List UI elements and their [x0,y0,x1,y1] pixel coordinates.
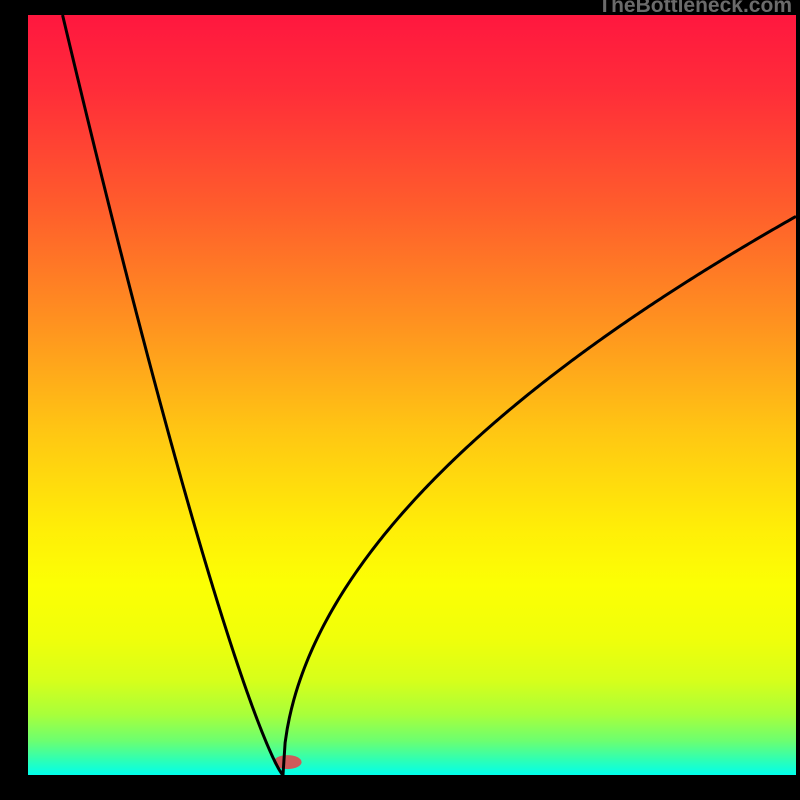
frame-right [796,0,800,800]
watermark-text: TheBottleneck.com [598,0,792,18]
gradient-background [28,15,796,775]
frame-left [0,0,28,800]
plot-svg [28,15,796,775]
chart-container: TheBottleneck.com [0,0,800,800]
frame-bottom [0,775,800,800]
plot-area [28,15,796,775]
